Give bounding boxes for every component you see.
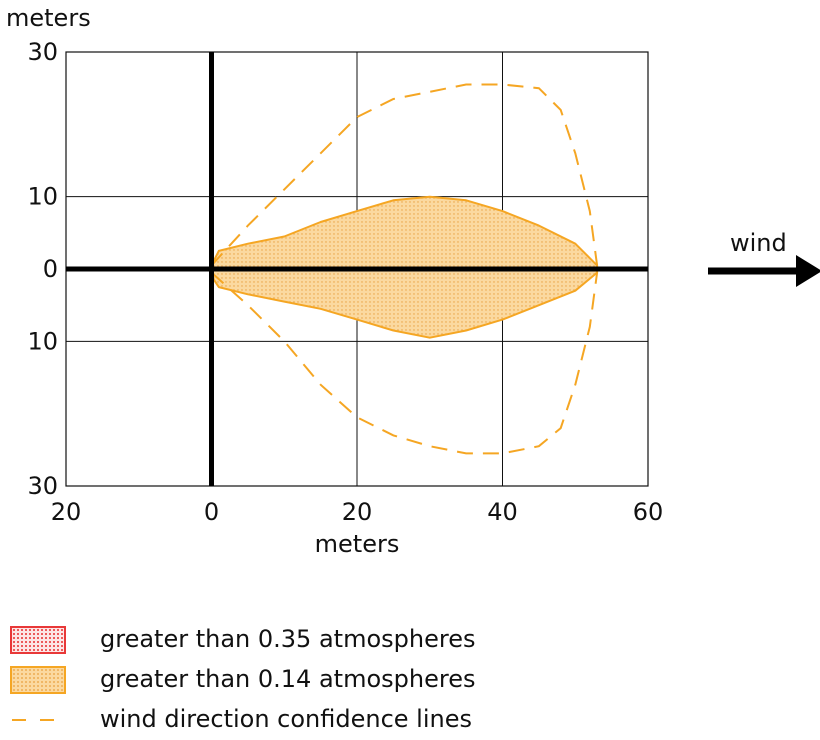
wind-arrow-head <box>796 255 820 287</box>
chart-svg: 20 0 20 40 60 30 10 0 10 30 meters meters wind <box>6 4 820 558</box>
legend-swatch-dashed-line <box>12 719 64 721</box>
legend-label: wind direction confidence lines <box>100 705 472 733</box>
x-axis-title: meters <box>315 530 400 558</box>
legend-item-0: greater than 0.35 atmospheres <box>0 620 620 660</box>
x-tick-label: 20 <box>51 498 82 526</box>
legend-swatch-filled-orange <box>10 666 66 694</box>
chart-labels: 20 0 20 40 60 30 10 0 10 30 meters meters wind <box>6 4 787 558</box>
y-tick-label: 10 <box>27 327 58 355</box>
y-tick-label: 30 <box>27 38 58 66</box>
legend-swatch-dotted-red <box>10 626 66 654</box>
legend-item-2: wind direction confidence lines <box>0 700 620 740</box>
x-tick-label: 40 <box>487 498 518 526</box>
x-tick-label: 0 <box>204 498 219 526</box>
y-tick-label: 10 <box>27 183 58 211</box>
x-tick-label: 20 <box>342 498 373 526</box>
confidence-line-lower <box>210 271 599 455</box>
legend-label: greater than 0.14 atmospheres <box>100 665 476 693</box>
legend-label: greater than 0.35 atmospheres <box>100 625 476 653</box>
legend: greater than 0.35 atmospheres greater th… <box>0 620 620 740</box>
y-axis-title: meters <box>6 4 91 32</box>
axes <box>66 52 820 486</box>
confidence-line-upper <box>210 83 599 267</box>
wind-label: wind <box>730 229 787 257</box>
y-tick-label: 0 <box>43 255 58 283</box>
y-tick-label: 30 <box>27 472 58 500</box>
x-tick-label: 60 <box>633 498 664 526</box>
legend-item-1: greater than 0.14 atmospheres <box>0 660 620 700</box>
